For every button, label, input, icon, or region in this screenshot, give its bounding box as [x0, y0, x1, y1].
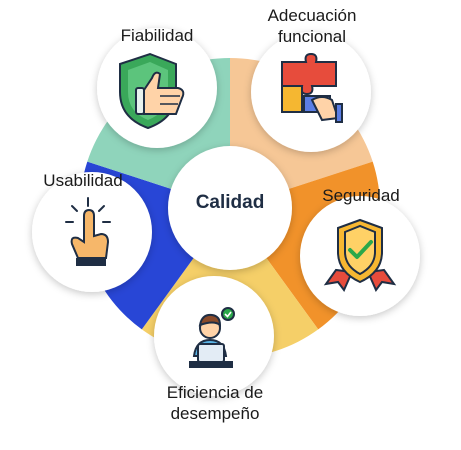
shield-check-icon [323, 218, 397, 292]
puzzle-pieces-icon [281, 52, 343, 123]
label-eficiencia-line1: Eficiencia de [166, 383, 264, 402]
center-circle [168, 146, 292, 270]
label-usabilidad: Usabilidad [43, 171, 123, 190]
label-fiabilidad: Fiabilidad [120, 26, 194, 45]
label-eficiencia-desempeno: Eficiencia de desempeño [142, 382, 288, 424]
label-eficiencia-line2: desempeño [170, 404, 260, 423]
label-adecuacion-line1: Adecuación [267, 6, 357, 25]
label-seguridad: Seguridad [322, 186, 400, 205]
shield-thumbs-up-icon [119, 52, 185, 130]
center-label: Calidad [195, 192, 265, 213]
person-laptop-icon [189, 307, 235, 368]
hand-tap-icon [65, 197, 111, 266]
label-adecuacion-funcional: Adecuación funcional [248, 5, 376, 47]
label-adecuacion-line2: funcional [277, 27, 347, 46]
